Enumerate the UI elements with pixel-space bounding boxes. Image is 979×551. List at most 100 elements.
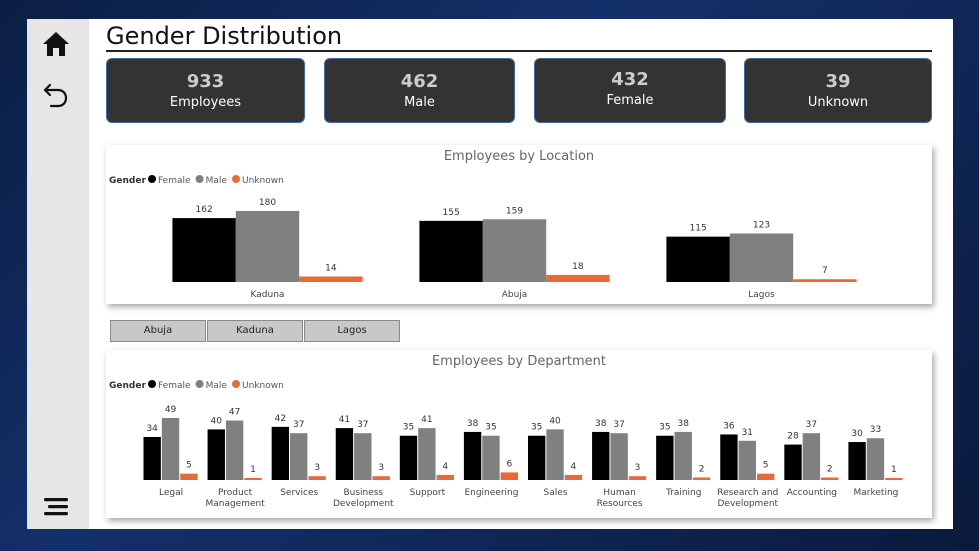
bar-unknown [821, 477, 839, 480]
data-label: 4 [571, 462, 577, 472]
data-label: 40 [211, 416, 223, 426]
legend-marker-female [148, 175, 156, 183]
data-label: 40 [549, 416, 561, 426]
bar-female [592, 431, 610, 480]
kpi-value: 432 [611, 69, 649, 90]
bar-male [610, 433, 628, 480]
data-label: 1 [891, 465, 897, 475]
data-label: 180 [259, 198, 276, 208]
data-label: 162 [196, 205, 213, 215]
category-label: Business [343, 488, 383, 498]
data-label: 35 [403, 423, 414, 433]
data-label: 37 [293, 420, 304, 430]
data-label: 2 [699, 464, 705, 474]
data-label: 37 [357, 420, 368, 430]
kpi-label: Employees [169, 95, 242, 110]
category-label: Development [333, 499, 394, 509]
location-chart-svg: Employees by Location Gender Female Male Unk… [109, 149, 857, 300]
bar-female [419, 220, 483, 282]
data-label: 37 [806, 420, 817, 430]
category-label: Services [280, 488, 318, 498]
data-label: 38 [677, 419, 689, 429]
bar-female [399, 435, 418, 480]
home-icon[interactable] [41, 29, 71, 59]
report-canvas: Gender Distribution 933 Employees 462 Ma… [27, 19, 953, 529]
legend-marker-unknown [232, 175, 240, 183]
bar-unknown [372, 476, 390, 480]
bar-female [172, 218, 236, 282]
nav-rail [27, 19, 89, 529]
data-label: 37 [613, 420, 624, 430]
back-arrow-icon[interactable] [41, 79, 71, 109]
bar-unknown [564, 474, 583, 480]
kpi-label: Unknown [807, 95, 869, 110]
bar-female [463, 431, 482, 480]
legend-label-female: Female [158, 176, 191, 186]
data-label: 36 [723, 421, 735, 431]
data-label: 47 [229, 408, 240, 418]
data-label: 123 [753, 220, 770, 230]
category-label: Research and [717, 488, 778, 498]
kpi-value: 462 [400, 71, 439, 92]
bar-male [729, 233, 794, 282]
slicer-button-lagos[interactable]: Lagos [304, 320, 400, 342]
data-label: 41 [421, 415, 432, 425]
bar-female [656, 435, 674, 480]
slicer-button-abuja[interactable]: Abuja [110, 320, 206, 342]
report-page: Gender Distribution 933 Employees 462 Ma… [89, 19, 953, 529]
kpi-card-unknown: 39 Unknown [744, 58, 932, 123]
bar-unknown [299, 276, 363, 282]
slicer-button-kaduna[interactable]: Kaduna [207, 320, 303, 342]
legend-label-male: Male [206, 381, 228, 391]
data-label: 42 [275, 414, 286, 424]
category-label: Marketing [854, 488, 899, 498]
menu-icon[interactable] [41, 493, 71, 523]
data-label: 3 [314, 463, 320, 473]
legend-title: Gender [109, 176, 146, 186]
category-label: Training [665, 488, 702, 498]
legend-marker-female [148, 380, 156, 388]
kpi-card-female: 432 Female [534, 58, 726, 123]
bar-unknown [436, 474, 454, 480]
bar-male [482, 219, 547, 282]
category-label: Sales [544, 488, 568, 498]
data-label: 7 [822, 266, 828, 276]
data-label: 6 [506, 459, 512, 469]
bar-male [738, 440, 756, 480]
category-label: Legal [159, 488, 183, 498]
kpi-value: 933 [186, 71, 225, 92]
category-label: Product [218, 488, 253, 498]
department-chart-svg: Employees by Department Gender Female Male U… [109, 354, 903, 509]
bar-male [802, 433, 821, 480]
bar-female [527, 435, 546, 480]
bar-male [866, 438, 885, 480]
bar-female [666, 236, 730, 282]
data-label: 2 [827, 464, 833, 474]
data-label: 14 [325, 263, 337, 273]
bar-female [848, 442, 866, 480]
kpi-card-employees: 933 Employees [106, 58, 305, 123]
kpi-label: Female [606, 93, 654, 108]
bar-unknown [628, 476, 647, 480]
bar-female [143, 436, 161, 480]
bar-male [418, 428, 436, 480]
data-label: 3 [635, 463, 641, 473]
kpi-value: 39 [825, 71, 851, 92]
bar-unknown [308, 476, 326, 480]
bar-unknown [793, 279, 857, 282]
bar-male [546, 429, 564, 480]
data-label: 35 [531, 423, 542, 433]
category-label: Accounting [787, 488, 837, 498]
category-label: Development [717, 499, 778, 509]
legend-marker-male [195, 380, 204, 388]
category-label: Kaduna [251, 290, 285, 300]
data-label: 34 [146, 424, 158, 434]
bar-female [207, 429, 225, 480]
employees-by-department-chart: Employees by Department Gender Female Male U… [106, 350, 932, 518]
category-label: Engineering [464, 488, 518, 498]
data-label: 18 [572, 262, 584, 272]
bar-unknown [244, 478, 262, 480]
data-label: 159 [506, 206, 523, 216]
bar-female [271, 426, 290, 480]
data-label: 30 [851, 429, 863, 439]
